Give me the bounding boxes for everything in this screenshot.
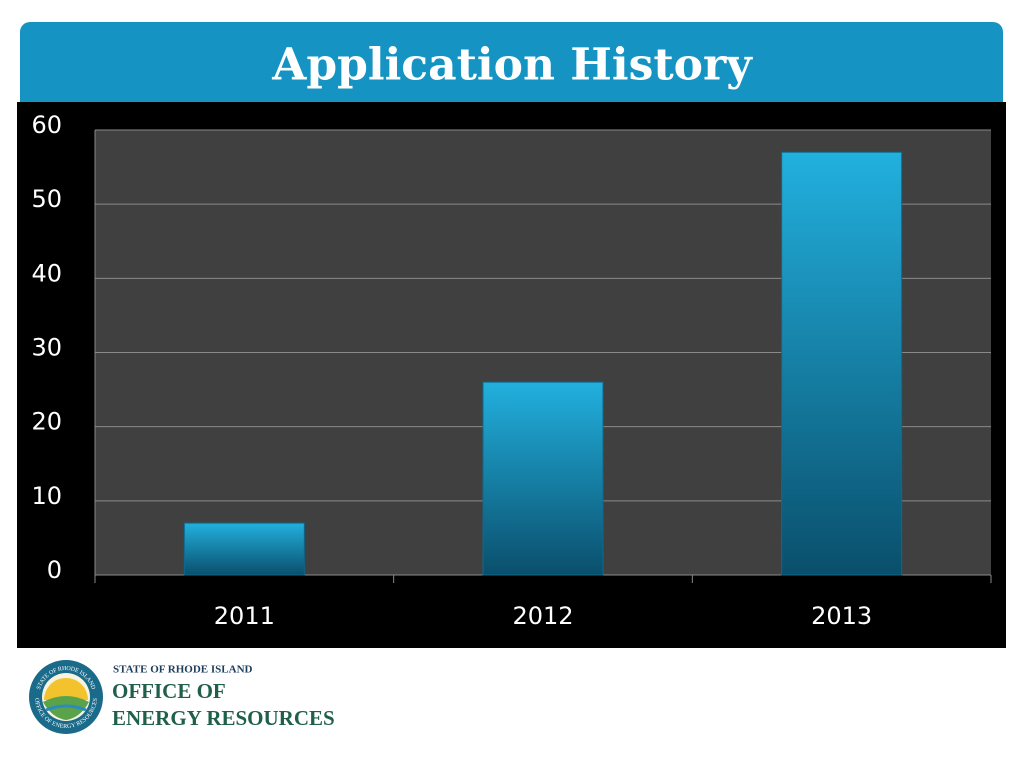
x-tick-label: 2012 [512, 602, 573, 630]
y-tick-label: 50 [31, 185, 62, 213]
y-tick-label: 20 [31, 408, 62, 436]
logo-line1: STATE OF RHODE ISLAND [113, 664, 253, 676]
bar [482, 381, 604, 576]
land [43, 696, 89, 720]
logo-line2: OFFICE OF [112, 679, 226, 703]
y-tick-label: 30 [31, 334, 62, 362]
x-tick-label: 2013 [811, 602, 872, 630]
logo: STATE OF RHODE ISLAND OFFICE OF ENERGY R… [29, 660, 335, 734]
y-tick-label: 60 [31, 111, 62, 139]
y-tick-label: 40 [31, 259, 62, 287]
header-band [20, 22, 1003, 112]
bar [183, 522, 305, 576]
chart-title: Application History [271, 40, 753, 91]
sun [44, 678, 88, 700]
bar [781, 151, 903, 576]
wave [45, 704, 87, 712]
y-tick-label: 10 [31, 482, 62, 510]
logo-line3: ENERGY RESOURCES [112, 706, 335, 730]
x-tick-label: 2011 [214, 602, 275, 630]
y-tick-label: 0 [47, 556, 62, 584]
